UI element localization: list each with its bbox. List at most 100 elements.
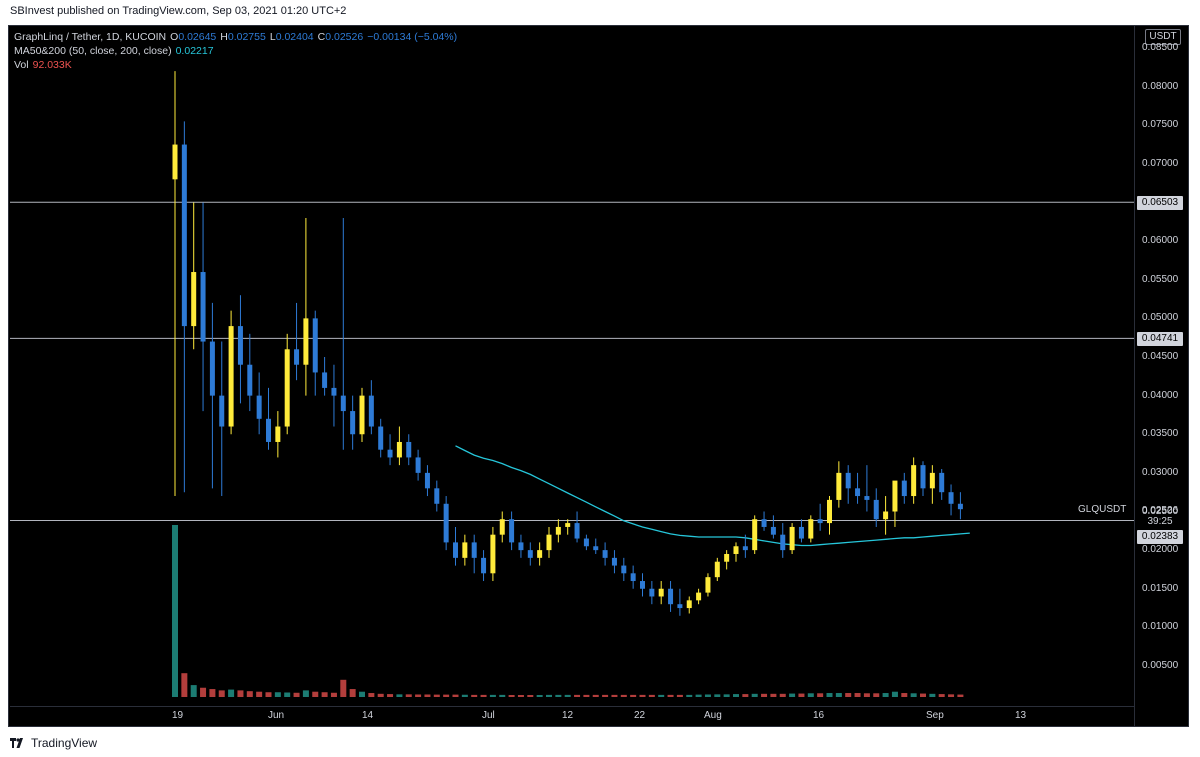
candle[interactable] [322,357,328,396]
candle[interactable] [490,526,496,582]
candle[interactable] [303,217,309,396]
candlestick-chart[interactable] [10,26,1134,706]
candle[interactable] [901,472,907,504]
candle[interactable] [443,496,449,551]
candle[interactable] [331,364,337,427]
candle[interactable] [742,534,748,558]
candle-body [574,523,580,539]
candle[interactable] [256,372,262,435]
candle[interactable] [350,395,356,450]
candle[interactable] [359,387,365,442]
candle[interactable] [181,121,187,493]
candle[interactable] [565,519,571,535]
candle[interactable] [462,534,468,566]
footer-brand[interactable]: TradingView [10,736,97,750]
candle[interactable] [920,461,926,497]
chart-plot-area[interactable] [10,26,1134,706]
candle[interactable] [191,202,197,350]
candle[interactable] [855,472,861,504]
candle[interactable] [378,418,384,458]
candle[interactable] [172,71,178,497]
candle[interactable] [312,310,318,396]
candle[interactable] [284,333,290,435]
candle[interactable] [237,295,243,404]
candle[interactable] [714,557,720,582]
candle[interactable] [845,465,851,504]
candle[interactable] [499,511,505,543]
volume-bar [246,691,253,697]
candle[interactable] [275,411,281,458]
candle[interactable] [939,469,945,500]
candle[interactable] [396,426,402,466]
candle[interactable] [686,596,692,614]
candle[interactable] [864,465,870,512]
candle[interactable] [434,480,440,512]
candle[interactable] [929,465,935,504]
candle[interactable] [911,457,917,504]
candle[interactable] [593,538,599,554]
candle[interactable] [724,550,730,570]
candle-body [555,526,561,535]
candle[interactable] [602,542,608,566]
candle[interactable] [219,341,225,497]
candle[interactable] [209,302,215,489]
candle[interactable] [200,202,206,412]
candle[interactable] [537,542,543,566]
candle[interactable] [836,461,842,508]
candle[interactable] [228,310,234,435]
candle[interactable] [266,387,271,450]
volume-bar [742,694,749,697]
volume-bar [396,694,403,697]
candle[interactable] [509,511,515,551]
candle[interactable] [340,217,346,450]
candle[interactable] [406,434,412,466]
candle[interactable] [424,465,430,497]
candle[interactable] [415,449,421,481]
candle[interactable] [798,519,804,543]
candle[interactable] [733,542,739,562]
candle[interactable] [387,434,393,466]
candle[interactable] [883,496,889,535]
candle[interactable] [574,511,580,543]
candle[interactable] [677,588,683,616]
volume-bar [929,693,936,697]
volume-bar [583,694,590,697]
candle[interactable] [630,565,636,589]
candle[interactable] [247,333,253,412]
candle[interactable] [752,515,758,554]
candle[interactable] [368,380,374,435]
candle-body [237,326,243,365]
candle[interactable] [649,581,655,605]
candle[interactable] [583,534,589,551]
candle[interactable] [640,573,645,597]
candle[interactable] [705,573,711,597]
candle[interactable] [696,588,702,605]
candle[interactable] [294,302,300,381]
candle[interactable] [780,523,786,558]
candle[interactable] [789,523,795,554]
candle[interactable] [827,496,832,535]
candle[interactable] [808,515,814,543]
candle[interactable] [770,515,776,539]
candle[interactable] [527,542,533,566]
candle[interactable] [555,519,561,543]
legend-vol-label[interactable]: Vol [14,59,29,71]
candle[interactable] [518,534,524,558]
candle[interactable] [481,550,487,582]
candle[interactable] [873,488,879,527]
candle[interactable] [471,534,477,574]
candle[interactable] [611,550,617,574]
currency-badge[interactable]: USDT [1145,29,1181,45]
candle[interactable] [546,526,552,558]
candle[interactable] [658,581,664,605]
candle[interactable] [957,492,963,520]
candle[interactable] [892,480,898,527]
candle[interactable] [817,503,823,531]
candle[interactable] [948,484,954,516]
candle[interactable] [668,581,674,612]
legend-ma-label[interactable]: MA50&200 (50, close, 200, close) [14,45,172,57]
candle[interactable] [761,511,767,531]
candle[interactable] [453,526,458,566]
candle[interactable] [621,557,627,582]
legend-symbol[interactable]: GraphLinq / Tether, 1D, KUCOIN [14,31,167,43]
